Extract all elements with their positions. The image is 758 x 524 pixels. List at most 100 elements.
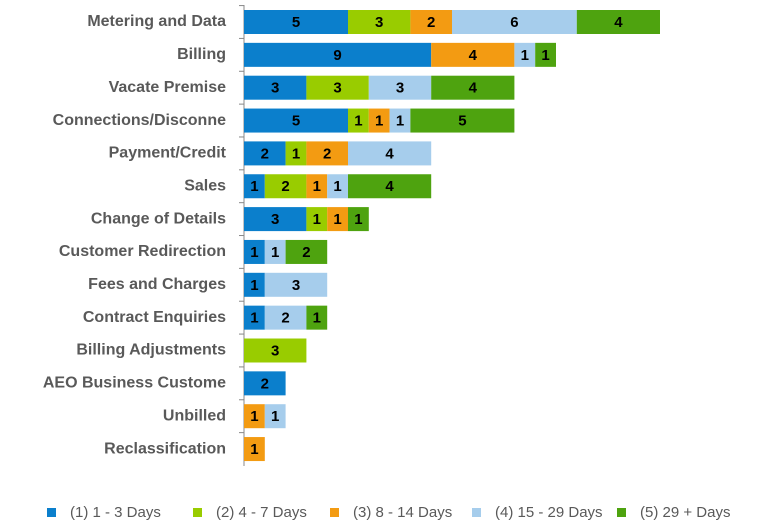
data-label: 1 xyxy=(250,408,258,425)
bar-segment xyxy=(452,10,577,34)
bar-segment xyxy=(244,272,265,297)
data-label: 3 xyxy=(375,14,383,31)
bar-segment xyxy=(244,371,286,396)
bar-segment xyxy=(348,141,432,166)
bar-segment xyxy=(389,108,411,133)
bar-segment xyxy=(244,338,307,363)
data-label: 1 xyxy=(250,244,258,261)
data-label: 3 xyxy=(333,80,341,97)
bar-segment xyxy=(327,207,348,232)
bar-segment xyxy=(576,10,660,34)
data-label: 3 xyxy=(271,342,279,359)
data-label: 3 xyxy=(271,211,279,228)
bar-segment xyxy=(244,437,265,462)
data-label: 4 xyxy=(469,47,478,64)
data-label: 2 xyxy=(261,375,269,392)
legend-swatch xyxy=(330,508,339,517)
bar-segment xyxy=(368,75,432,100)
data-label: 1 xyxy=(250,441,258,458)
y-tick-label: Billing Adjustments xyxy=(76,342,226,359)
bar-segment xyxy=(410,10,452,34)
data-label: 5 xyxy=(292,14,300,31)
data-label: 1 xyxy=(333,178,341,195)
data-label: 1 xyxy=(313,211,321,228)
data-label: 2 xyxy=(261,145,269,162)
bar-segment xyxy=(285,239,328,264)
y-tick-label: Change of Details xyxy=(91,210,226,227)
data-label: 1 xyxy=(250,310,258,327)
bar-segment xyxy=(368,108,390,133)
y-tick-label: Unbilled xyxy=(163,407,226,424)
bar-segment xyxy=(306,305,328,330)
data-label: 1 xyxy=(313,178,321,195)
bar-segment xyxy=(244,141,286,166)
data-label: 1 xyxy=(313,310,321,327)
bar-segment xyxy=(244,10,348,34)
y-tick-label: Reclassification xyxy=(104,440,226,457)
data-label: 6 xyxy=(510,14,518,31)
data-label: 4 xyxy=(385,178,394,195)
bar-segment xyxy=(244,42,432,67)
legend-label: (4) 15 - 29 Days xyxy=(495,504,603,521)
data-label: 9 xyxy=(333,47,341,64)
bar-segment xyxy=(285,141,307,166)
legend-label: (2) 4 - 7 Days xyxy=(216,504,307,521)
data-label: 2 xyxy=(323,145,331,162)
data-label: 1 xyxy=(250,277,258,294)
data-label: 2 xyxy=(427,14,435,31)
data-label: 2 xyxy=(281,178,289,195)
y-tick-label: Metering and Data xyxy=(87,13,226,30)
bar-segment xyxy=(264,174,307,199)
bar-segment xyxy=(264,239,286,264)
legend-swatch xyxy=(193,508,202,517)
legend-swatch xyxy=(47,508,56,517)
y-tick-label: Sales xyxy=(184,177,226,194)
y-tick-label: Fees and Charges xyxy=(88,276,226,293)
bar-segment xyxy=(431,42,515,67)
data-label: 1 xyxy=(521,47,529,64)
bar-segment xyxy=(264,272,328,297)
bar-segment xyxy=(264,305,307,330)
data-label: 1 xyxy=(354,211,362,228)
bar-segment xyxy=(244,75,307,100)
data-label: 4 xyxy=(469,80,478,97)
bar-segment xyxy=(327,174,348,199)
legend-label: (3) 8 - 14 Days xyxy=(353,504,452,521)
bar-segment xyxy=(431,75,515,100)
data-label: 3 xyxy=(271,80,279,97)
bar-segment xyxy=(348,174,432,199)
data-label: 5 xyxy=(458,113,466,130)
data-label: 3 xyxy=(292,277,300,294)
data-label: 1 xyxy=(541,47,549,64)
data-label: 1 xyxy=(250,178,258,195)
legend-label: (1) 1 - 3 Days xyxy=(70,504,161,521)
legend-swatch xyxy=(617,508,626,517)
bar-segment xyxy=(410,108,515,133)
data-label: 1 xyxy=(292,145,300,162)
y-tick-label: AEO Business Custome xyxy=(43,375,226,392)
data-label: 1 xyxy=(271,244,279,261)
bar-segment xyxy=(306,207,328,232)
bar-segment xyxy=(264,404,286,429)
bar-segment xyxy=(244,305,265,330)
bar-segment xyxy=(306,141,348,166)
bar-segment xyxy=(348,207,369,232)
data-label: 2 xyxy=(302,244,310,261)
data-label: 2 xyxy=(281,310,289,327)
y-tick-label: Customer Redirection xyxy=(59,243,226,260)
bar-segment xyxy=(244,108,348,133)
bar-segment xyxy=(306,174,328,199)
data-label: 4 xyxy=(614,14,623,31)
y-tick-label: Payment/Credit xyxy=(109,145,227,162)
bar-segment xyxy=(244,207,307,232)
data-label: 4 xyxy=(385,145,394,162)
y-tick-label: Vacate Premise xyxy=(109,79,227,96)
bar-segment xyxy=(348,10,411,34)
data-label: 3 xyxy=(396,80,404,97)
bar-segment xyxy=(348,108,369,133)
data-label: 1 xyxy=(375,113,383,130)
y-tick-label: Billing xyxy=(177,46,226,63)
data-label: 1 xyxy=(396,113,404,130)
bar-segment xyxy=(244,404,265,429)
